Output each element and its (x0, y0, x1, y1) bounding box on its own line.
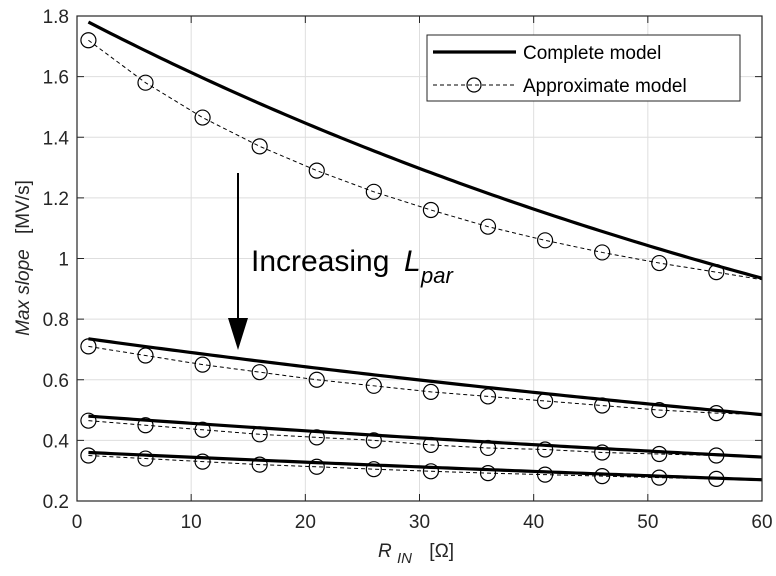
annotation-arrow-head (228, 318, 248, 350)
approx-model-point (251, 426, 268, 443)
approx-model-point (194, 109, 211, 126)
grid (77, 16, 762, 501)
approx-model-point (536, 466, 554, 483)
approx-model-point (365, 377, 382, 394)
complete-model-line-1 (87, 20, 763, 280)
approx-model-point (536, 441, 554, 458)
x-axis-label-main: R (378, 541, 392, 562)
approx-model-point (594, 444, 611, 461)
approx-model-line-2 (88, 345, 763, 416)
legend-label-complete: Complete model (523, 43, 661, 64)
plot-series (80, 20, 763, 487)
approx-model-point (308, 162, 325, 179)
y-tick-label: 0.6 (43, 371, 69, 392)
approx-model-point (137, 450, 154, 467)
x-axis-label: R IN [Ω] (378, 541, 454, 568)
complete-model-line-2 (88, 337, 763, 417)
approx-model-point (80, 447, 97, 464)
approx-model-point (708, 447, 725, 464)
approx-model-point (194, 421, 211, 438)
legend: Complete model Approximate model (426, 34, 741, 102)
approx-model-point (479, 465, 497, 482)
approx-model-point (365, 432, 382, 449)
approx-model-point (651, 401, 668, 419)
annotation-text: Increasing (251, 245, 389, 278)
approx-model-point (137, 74, 154, 91)
approx-model-point (422, 201, 440, 219)
approx-model-point (251, 456, 268, 473)
approx-model-point (308, 429, 325, 446)
y-tick-label: 0.8 (43, 310, 69, 331)
y-tick-label: 1.8 (43, 7, 69, 28)
approx-model-line-4 (88, 455, 763, 481)
annotation-subscript: par (420, 263, 454, 288)
approx-model-point (594, 244, 611, 261)
approx-model-point (708, 404, 725, 422)
x-tick-label: 40 (523, 512, 544, 533)
x-tick-label: 50 (637, 512, 658, 533)
y-axis-label-main: Max slope (13, 249, 34, 336)
approx-model-point (308, 371, 325, 388)
x-tick-label: 20 (295, 512, 316, 533)
approx-model-point (365, 461, 382, 478)
y-axis-label: Max slope [MV/s] (13, 180, 34, 336)
x-tick-label: 0 (72, 512, 83, 533)
legend-label-approx: Approximate model (523, 76, 687, 97)
approx-model-point (651, 469, 668, 486)
legend-marker-approx (466, 77, 482, 93)
approx-model-point (536, 392, 554, 410)
approx-model-point (479, 439, 497, 457)
approx-model-point (536, 232, 554, 249)
x-tick-label: 30 (409, 512, 430, 533)
y-axis-label-unit: [MV/s] (13, 180, 34, 234)
approx-model-point (708, 470, 725, 487)
approx-model-point (708, 264, 725, 281)
x-axis-label-unit: [Ω] (429, 541, 454, 562)
approx-model-point (651, 445, 668, 463)
y-tick-label: 0.2 (43, 492, 69, 513)
approx-model-point (479, 218, 497, 235)
approx-model-point (422, 383, 440, 400)
approx-model-point (365, 183, 382, 200)
x-axis-label-sub: IN (397, 550, 412, 567)
x-tick-label: 60 (751, 512, 772, 533)
y-tick-label: 1.4 (43, 128, 70, 149)
approx-model-point (194, 356, 211, 373)
annotation: Increasing L par (228, 173, 454, 350)
y-tick-label: 1.2 (43, 189, 69, 210)
x-tick-label: 10 (181, 512, 202, 533)
ticks: 0 10 20 30 40 50 60 0.2 0.4 0.6 0.8 1 1.2 1.4 1.6 1.8 (43, 7, 773, 533)
approx-model-point (651, 254, 668, 272)
approx-model-point (594, 397, 611, 414)
y-tick-label: 1 (58, 250, 69, 271)
approx-model-point (251, 138, 268, 155)
approx-model-point (251, 364, 268, 381)
approx-model-point (80, 338, 97, 355)
approx-model-line-3 (88, 420, 763, 458)
svg-text:Increasing L par: Increasing L par (251, 245, 454, 288)
approx-model-point (479, 388, 497, 405)
approx-model-point (80, 32, 97, 49)
approx-model-point (194, 453, 211, 470)
annotation-symbol: L (404, 245, 421, 278)
approx-model-line-1 (88, 39, 763, 281)
approx-model-point (137, 417, 154, 434)
approx-model-point (308, 458, 325, 475)
complete-model-line-3 (88, 414, 763, 459)
approx-model-point (594, 468, 611, 485)
approx-model-point (80, 412, 97, 429)
approx-model-point (137, 347, 154, 364)
y-tick-label: 0.4 (43, 431, 70, 452)
approx-model-point (422, 436, 440, 454)
y-tick-label: 1.6 (43, 68, 69, 89)
approx-model-point (422, 463, 440, 480)
